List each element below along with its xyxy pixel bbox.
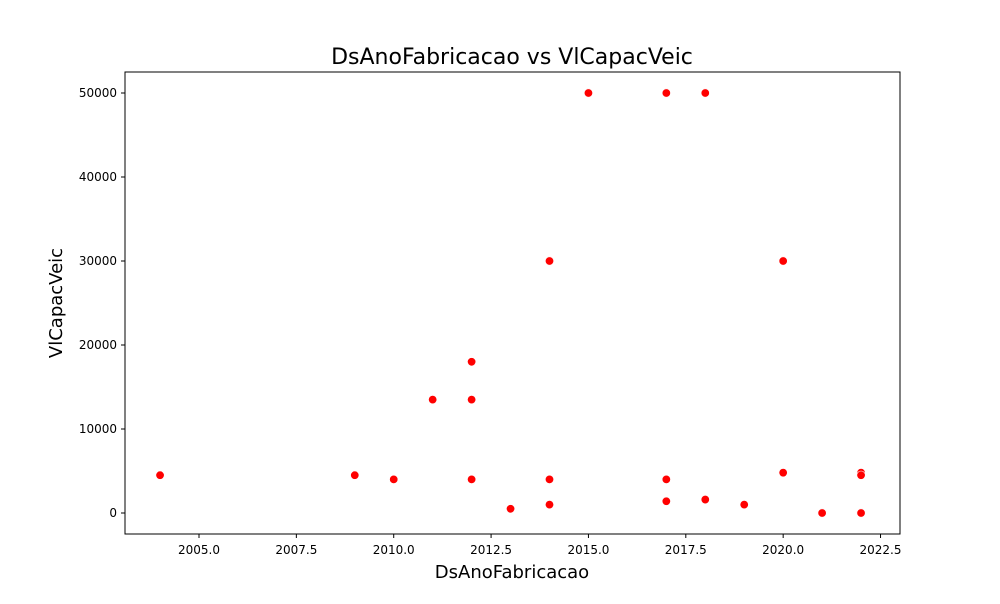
x-tick-label: 2010.0 (373, 543, 415, 557)
x-axis: 2005.0 2007.5 2010.0 2012.5 2015.0 2017.5 2020… (178, 534, 902, 557)
x-tick-label: 2012.5 (470, 543, 512, 557)
x-axis-title: DsAnoFabricacao (435, 562, 589, 583)
y-axis-title: VlCapacVeic (46, 248, 67, 358)
x-tick-label: 2005.0 (178, 543, 220, 557)
data-point (856, 470, 866, 480)
y-tick-label: 20000 (79, 338, 117, 352)
plot-area-frame (124, 71, 901, 535)
data-point (700, 495, 710, 505)
data-point (856, 508, 866, 518)
x-tick-label: 2017.5 (665, 543, 707, 557)
data-point (661, 474, 671, 484)
data-point (544, 500, 554, 510)
data-point (350, 470, 360, 480)
x-tick-label: 2015.0 (567, 543, 609, 557)
data-point (778, 256, 788, 266)
data-point (428, 395, 438, 405)
y-axis: 0 10000 20000 30000 40000 50000 (79, 86, 125, 520)
x-tick-label: 2022.5 (860, 543, 902, 557)
data-point (389, 474, 399, 484)
y-tick-label: 0 (109, 506, 117, 520)
data-point (544, 256, 554, 266)
data-point (817, 508, 827, 518)
data-point (467, 357, 477, 367)
data-point (467, 474, 477, 484)
data-point (700, 88, 710, 98)
chart-title: DsAnoFabricacao vs VlCapacVeic (331, 45, 693, 70)
y-tick-label: 40000 (79, 170, 117, 184)
data-point (661, 496, 671, 506)
data-point (155, 470, 165, 480)
x-tick-label: 2020.0 (762, 543, 804, 557)
data-point (583, 88, 593, 98)
data-point (661, 88, 671, 98)
data-point (778, 468, 788, 478)
y-tick-label: 10000 (79, 422, 117, 436)
data-point (506, 504, 516, 514)
y-tick-label: 30000 (79, 254, 117, 268)
x-tick-label: 2007.5 (275, 543, 317, 557)
data-point (467, 395, 477, 405)
y-tick-label: 50000 (79, 86, 117, 100)
data-points (155, 88, 866, 518)
data-point (544, 474, 554, 484)
data-point (739, 500, 749, 510)
